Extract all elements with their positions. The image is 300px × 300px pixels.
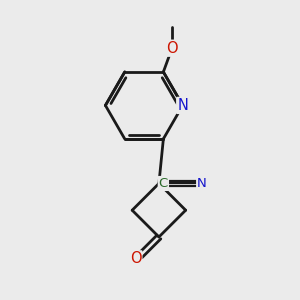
Text: C: C [159, 177, 168, 190]
Text: O: O [130, 251, 141, 266]
Text: N: N [177, 98, 188, 113]
Text: O: O [166, 41, 178, 56]
Text: N: N [197, 177, 207, 190]
